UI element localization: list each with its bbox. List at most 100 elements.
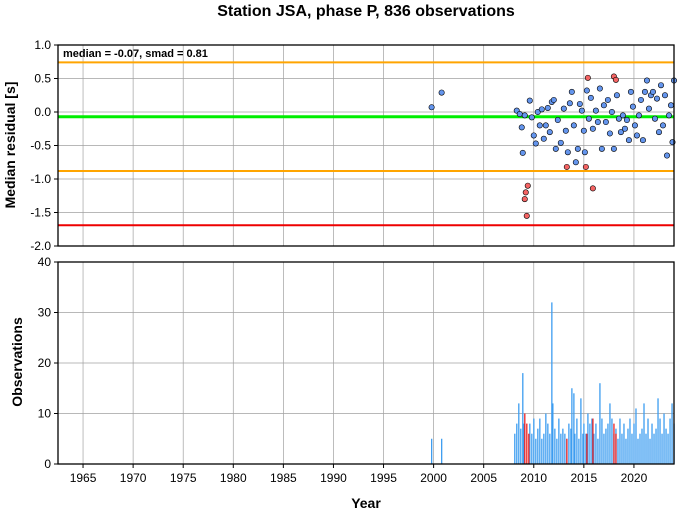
residual-point bbox=[532, 140, 539, 147]
residual-point bbox=[552, 145, 559, 152]
residual-point bbox=[536, 122, 543, 129]
xtick-label: 1965 bbox=[70, 471, 97, 485]
observation-bar bbox=[641, 428, 643, 464]
residual-point bbox=[572, 159, 579, 166]
residual-point bbox=[661, 92, 668, 99]
residual-point bbox=[598, 145, 605, 152]
observation-bar bbox=[661, 433, 663, 464]
observation-bar bbox=[580, 398, 582, 464]
observation-bar bbox=[574, 433, 576, 464]
observation-bar bbox=[578, 438, 580, 464]
observation-bar bbox=[671, 403, 673, 464]
bottom-xlabel: Year bbox=[351, 495, 381, 511]
observation-bar bbox=[554, 428, 556, 464]
observation-bar bbox=[529, 423, 531, 464]
residual-point bbox=[631, 122, 638, 129]
xtick-label: 1990 bbox=[320, 471, 347, 485]
observation-bar bbox=[663, 413, 665, 464]
bottom-ytick-label: 20 bbox=[38, 356, 52, 370]
top-ytick-label: 0.5 bbox=[34, 72, 51, 86]
observation-bar bbox=[537, 428, 539, 464]
observation-bar bbox=[539, 418, 541, 464]
observation-bar bbox=[576, 418, 578, 464]
outlier-observation-bar bbox=[524, 413, 526, 464]
observation-bar bbox=[571, 388, 573, 464]
outlier-point bbox=[523, 212, 530, 219]
outlier-point bbox=[582, 163, 589, 170]
residual-point bbox=[657, 82, 664, 89]
residual-point bbox=[610, 145, 617, 152]
residual-panel: median = -0.07, smad = 0.81 1.0 0.5 0.0 -0.5… bbox=[30, 38, 677, 253]
residual-point bbox=[518, 124, 525, 131]
observation-bar bbox=[635, 408, 637, 464]
observation-bar bbox=[558, 418, 560, 464]
residual-point bbox=[526, 97, 533, 104]
observation-bar bbox=[599, 383, 601, 464]
residual-point bbox=[594, 119, 601, 126]
residual-point bbox=[649, 88, 656, 95]
observation-bar bbox=[431, 438, 433, 464]
observation-bar bbox=[522, 373, 524, 464]
chart-title: Station JSA, phase P, 836 observations bbox=[217, 3, 515, 20]
top-ytick-label: -1.5 bbox=[30, 206, 51, 220]
observation-bar bbox=[523, 423, 525, 464]
residual-point bbox=[581, 149, 588, 156]
residual-point bbox=[665, 112, 672, 119]
observation-bar bbox=[518, 403, 520, 464]
observation-bar bbox=[601, 418, 603, 464]
top-ylabel: Median residual [s] bbox=[2, 82, 18, 209]
residual-point bbox=[596, 85, 603, 92]
top-ytick-label: -2.0 bbox=[30, 239, 51, 253]
observation-bar bbox=[549, 433, 551, 464]
residual-point bbox=[564, 149, 571, 156]
observation-bar bbox=[520, 428, 522, 464]
observation-bar bbox=[593, 433, 595, 464]
observation-bar bbox=[583, 423, 585, 464]
residual-point bbox=[568, 88, 575, 95]
residual-point bbox=[641, 88, 648, 95]
observation-bar bbox=[441, 438, 443, 464]
observation-bar bbox=[564, 433, 566, 464]
observation-bar bbox=[631, 433, 633, 464]
residual-point bbox=[639, 137, 646, 144]
residual-point bbox=[645, 105, 652, 112]
observation-bar bbox=[605, 428, 607, 464]
residual-point bbox=[667, 102, 674, 109]
residual-point bbox=[619, 112, 626, 119]
observation-bar bbox=[568, 423, 570, 464]
observation-bar bbox=[667, 433, 669, 464]
residual-point bbox=[633, 132, 640, 139]
observation-bar bbox=[582, 433, 584, 464]
observation-bar bbox=[589, 423, 591, 464]
observation-bar bbox=[587, 413, 589, 464]
residual-point bbox=[585, 115, 592, 122]
residual-point bbox=[663, 152, 670, 159]
residual-point bbox=[608, 109, 615, 116]
stats-annotation: median = -0.07, smad = 0.81 bbox=[63, 48, 208, 60]
observation-bar bbox=[531, 433, 533, 464]
residual-point bbox=[428, 104, 435, 111]
outlier-observation-bar bbox=[615, 433, 617, 464]
xtick-label: 2020 bbox=[621, 471, 648, 485]
observation-bar bbox=[595, 423, 597, 464]
observation-bar bbox=[637, 438, 639, 464]
xtick-label: 1995 bbox=[370, 471, 397, 485]
observation-bar bbox=[659, 418, 661, 464]
observation-bar bbox=[597, 438, 599, 464]
residual-point bbox=[625, 137, 632, 144]
observation-bar bbox=[585, 433, 587, 464]
top-ytick-label: 1.0 bbox=[34, 38, 51, 52]
observation-bar bbox=[607, 423, 609, 464]
outlier-point bbox=[584, 74, 591, 81]
residual-point bbox=[635, 112, 642, 119]
observation-bar bbox=[669, 418, 671, 464]
outlier-point bbox=[612, 76, 619, 83]
residual-point bbox=[621, 125, 628, 132]
residual-point bbox=[574, 145, 581, 152]
xtick-label: 2010 bbox=[520, 471, 547, 485]
observation-bar bbox=[647, 418, 649, 464]
observation-bar bbox=[611, 418, 613, 464]
residual-point bbox=[617, 129, 624, 136]
residual-point bbox=[538, 106, 545, 113]
